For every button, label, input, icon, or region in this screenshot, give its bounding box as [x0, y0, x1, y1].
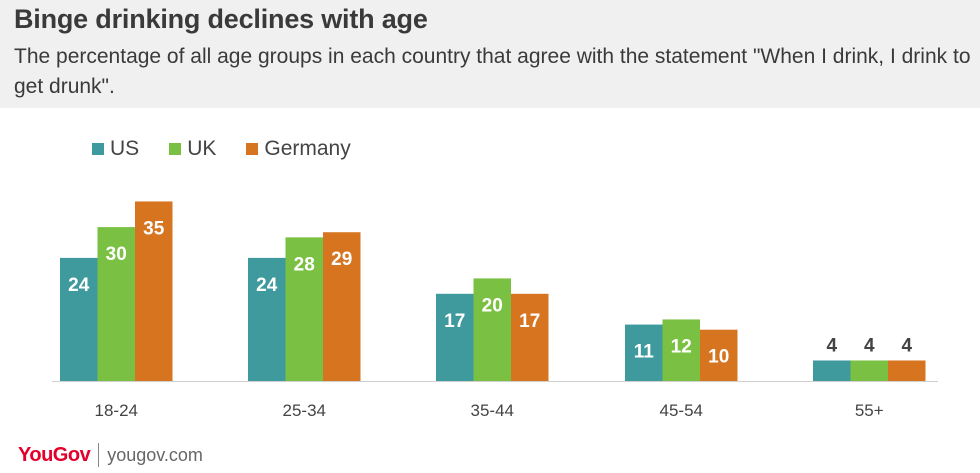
bar-us	[813, 360, 851, 381]
bar-germany	[511, 293, 549, 381]
x-tick-label: 35-44	[471, 401, 514, 420]
legend-swatch	[169, 143, 182, 155]
data-label: 29	[331, 249, 352, 270]
chart-subtitle: The percentage of all age groups in each…	[14, 45, 971, 98]
bar-us	[436, 293, 474, 381]
legend-label: UK	[187, 137, 217, 160]
header: Binge drinking declines with age The per…	[0, 0, 980, 108]
legend-label: US	[110, 137, 140, 160]
legend-swatch	[92, 143, 104, 155]
data-label: 10	[708, 347, 729, 368]
site-url: yougov.com	[107, 444, 203, 465]
x-tick-label: 18-24	[95, 401, 138, 420]
data-label: 20	[482, 295, 503, 316]
data-label: 30	[106, 244, 127, 265]
data-label: 24	[256, 275, 278, 296]
bar-germany	[700, 329, 738, 381]
bar-uk	[850, 360, 888, 381]
legend-item-us: US	[92, 137, 139, 161]
data-label: 11	[634, 342, 655, 363]
data-label: 4	[826, 335, 837, 356]
bar-us	[248, 257, 286, 381]
footer-divider	[98, 443, 100, 467]
bar-uk	[97, 227, 135, 381]
x-tick-label: 45-54	[660, 401, 703, 420]
x-tick-label: 55+	[855, 401, 884, 420]
x-tick-label: 25-34	[283, 401, 326, 420]
yougov-logo: YouGov	[18, 443, 91, 466]
data-label: 4	[901, 335, 912, 356]
legend-item-germany: Germany	[246, 137, 351, 161]
legend-label: Germany	[264, 137, 351, 160]
data-label: 17	[444, 311, 465, 332]
footer: YouGov yougov.com	[18, 440, 203, 470]
chart-title: Binge drinking declines with age	[14, 4, 428, 34]
bar-uk	[662, 319, 700, 381]
legend: US UK Germany	[92, 136, 381, 162]
bar-uk	[473, 278, 511, 381]
bar-us	[60, 257, 98, 381]
data-label: 4	[864, 335, 875, 356]
bar-germany	[888, 360, 926, 381]
bar-germany	[135, 201, 173, 381]
bar-germany	[323, 232, 361, 381]
bar-uk	[285, 237, 323, 381]
legend-swatch	[246, 143, 259, 155]
data-label: 17	[519, 311, 540, 332]
data-label: 35	[143, 218, 165, 239]
data-label: 28	[294, 254, 315, 275]
data-label: 12	[671, 336, 692, 357]
legend-item-uk: UK	[169, 137, 216, 161]
bar-us	[625, 324, 663, 381]
data-label: 24	[68, 275, 90, 296]
